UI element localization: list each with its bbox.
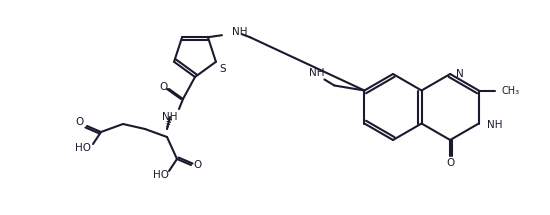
Text: NH: NH — [487, 120, 502, 129]
Text: O: O — [193, 160, 201, 170]
Text: S: S — [219, 64, 225, 74]
Text: HO: HO — [75, 143, 91, 153]
Text: O: O — [159, 82, 167, 92]
Text: NH: NH — [162, 112, 178, 122]
Text: O: O — [446, 158, 454, 168]
Text: O: O — [76, 117, 84, 127]
Text: NH: NH — [232, 27, 248, 37]
Text: NH: NH — [309, 69, 324, 78]
Text: CH₃: CH₃ — [502, 86, 520, 95]
Text: HO: HO — [153, 170, 169, 180]
Text: N: N — [456, 69, 464, 79]
